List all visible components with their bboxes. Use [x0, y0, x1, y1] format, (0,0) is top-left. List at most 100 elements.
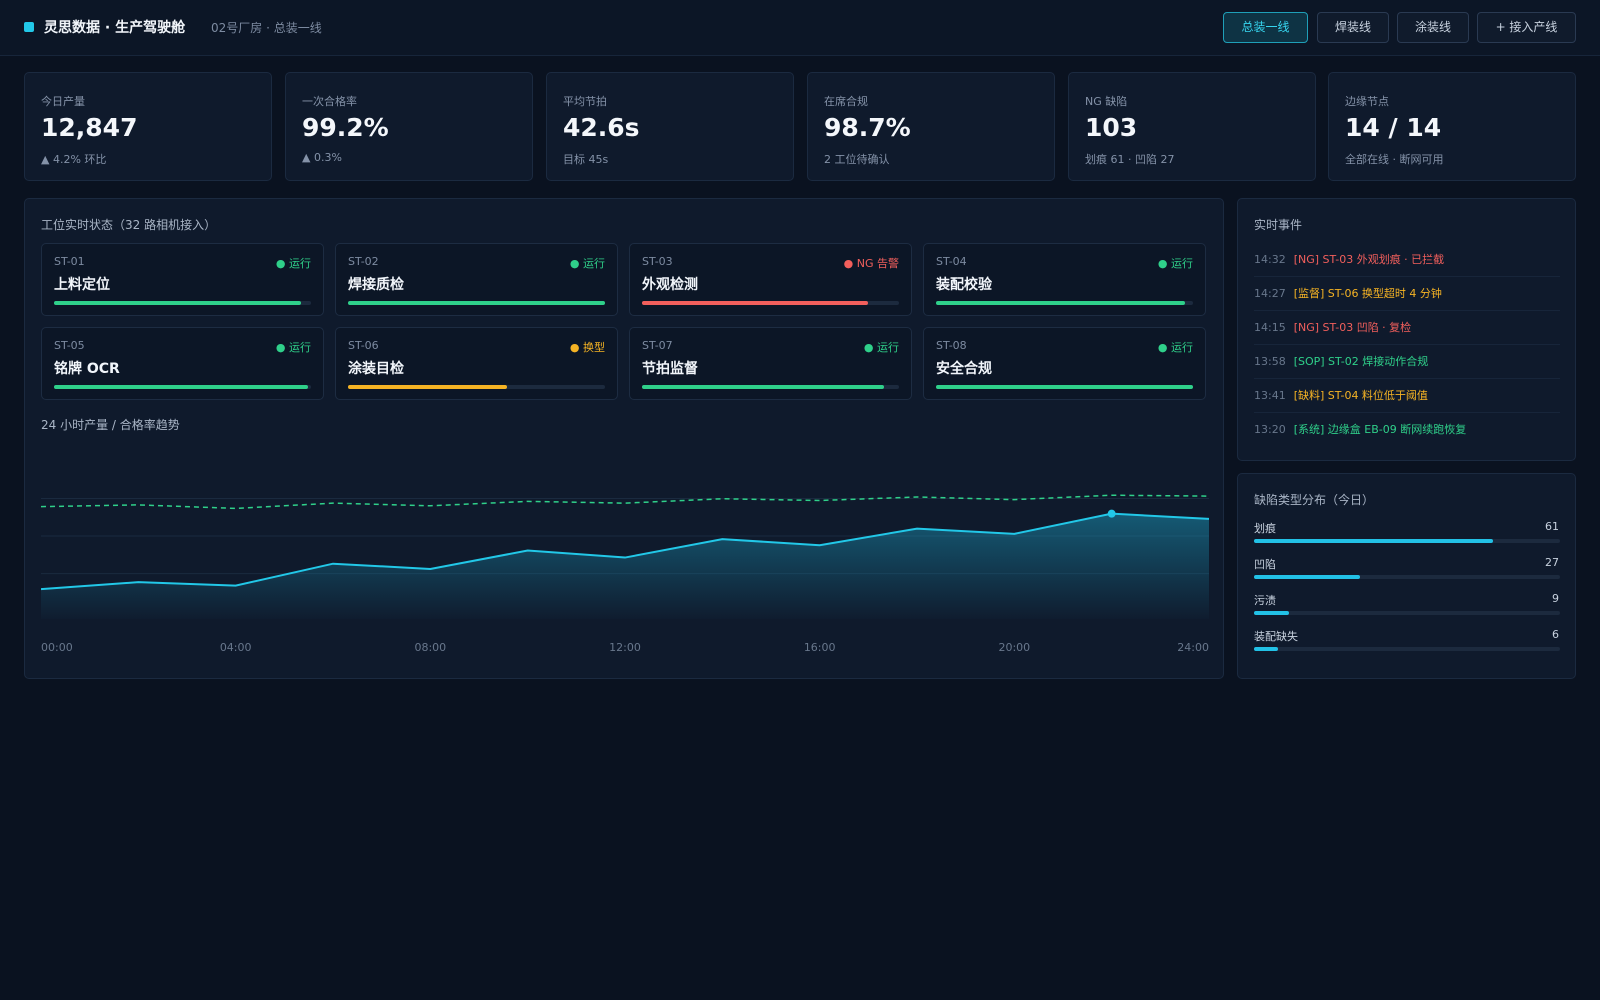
- station-status: ● 运行: [1157, 341, 1193, 354]
- station-id: ST-06: [348, 339, 379, 352]
- kpi-value: 98.7%: [824, 113, 911, 142]
- kpi-note: ▲ 0.3%: [302, 151, 342, 164]
- kpi-label: NG 缺陷: [1085, 95, 1128, 108]
- trend-chart: 00:00 04:00 08:00 12:00 16:00 20:00 24:00: [41, 494, 1209, 654]
- station-progress-fill: [936, 385, 1193, 389]
- event-row[interactable]: 13:20 [系统] 边缘盒 EB-09 断网续跑恢复: [1254, 413, 1560, 447]
- kpi-value: 99.2%: [302, 113, 389, 142]
- station-progress-track: [54, 301, 311, 305]
- station-progress-track: [54, 385, 311, 389]
- station-progress-fill: [54, 385, 309, 389]
- station-progress-fill: [54, 301, 301, 305]
- kpi-note: 全部在线 · 断网可用: [1345, 153, 1444, 166]
- defect-label: 凹陷: [1254, 558, 1276, 571]
- x-tick-label: 12:00: [609, 641, 641, 654]
- station-id: ST-01: [54, 255, 85, 268]
- kpi-card-first-pass-yield: 一次合格率 99.2% ▲ 0.3%: [285, 72, 533, 181]
- x-tick-label: 04:00: [220, 641, 252, 654]
- station-progress-fill: [348, 385, 508, 389]
- panel-title: 缺陷类型分布（今日）: [1254, 493, 1375, 507]
- defect-bar-track: [1254, 611, 1560, 615]
- station-progress-fill: [936, 301, 1186, 305]
- kpi-value: 14 / 14: [1345, 113, 1442, 142]
- kpi-card-cycle-time: 平均节拍 42.6s 目标 45s: [546, 72, 794, 181]
- kpi-card-output: 今日产量 12,847 ▲ 4.2% 环比: [24, 72, 272, 181]
- station-id: ST-04: [936, 255, 967, 268]
- station-name: 上料定位: [54, 277, 110, 293]
- station-name: 焊接质检: [348, 277, 404, 293]
- breadcrumb: 02号厂房 · 总装一线: [211, 21, 322, 35]
- station-name: 铭牌 OCR: [54, 361, 120, 377]
- kpi-note: 划痕 61 · 凹陷 27: [1085, 153, 1175, 166]
- defect-count: 9: [1552, 592, 1559, 605]
- station-status: ● 运行: [275, 257, 311, 270]
- station-name: 外观检测: [642, 277, 698, 293]
- station-card-st-05[interactable]: ST-05 ● 运行 铭牌 OCR: [41, 327, 324, 400]
- defect-bar-track: [1254, 647, 1560, 651]
- station-card-st-04[interactable]: ST-04 ● 运行 装配校验: [923, 243, 1206, 316]
- live-events-panel: 实时事件 14:32 [NG] ST-03 外观划痕 · 已拦截 14:27 [监督]…: [1237, 198, 1576, 461]
- event-time: 13:20: [1254, 423, 1286, 436]
- event-time: 14:27: [1254, 287, 1286, 300]
- station-id: ST-03: [642, 255, 673, 268]
- defect-count: 27: [1545, 556, 1559, 569]
- event-row[interactable]: 13:58 [SOP] ST-02 焊接动作合规: [1254, 345, 1560, 379]
- line-tab-painting[interactable]: 涂装线: [1397, 12, 1469, 43]
- station-card-st-03[interactable]: ST-03 ● NG 告警 外观检测: [629, 243, 912, 316]
- panel-title: 工位实时状态（32 路相机接入）: [41, 218, 217, 232]
- kpi-label: 边缘节点: [1345, 95, 1389, 108]
- line-tab-assembly-1[interactable]: 总装一线: [1223, 12, 1308, 43]
- station-progress-track: [348, 385, 605, 389]
- defect-label: 装配缺失: [1254, 630, 1298, 643]
- station-progress-track: [936, 301, 1193, 305]
- event-time: 14:32: [1254, 253, 1286, 266]
- line-tab-welding[interactable]: 焊装线: [1317, 12, 1389, 43]
- kpi-card-edge-nodes: 边缘节点 14 / 14 全部在线 · 断网可用: [1328, 72, 1576, 181]
- station-card-st-07[interactable]: ST-07 ● 运行 节拍监督: [629, 327, 912, 400]
- defect-bar-track: [1254, 539, 1560, 543]
- station-status: ● 换型: [569, 341, 605, 354]
- add-line-button[interactable]: + 接入产线: [1477, 12, 1576, 43]
- app-title: 灵思数据 · 生产驾驶舱: [44, 20, 186, 36]
- event-message: [NG] ST-03 外观划痕 · 已拦截: [1293, 253, 1445, 266]
- station-name: 涂装目检: [348, 361, 404, 377]
- event-row[interactable]: 14:27 [监督] ST-06 换型超时 4 分钟: [1254, 277, 1560, 311]
- defect-distribution-panel: 缺陷类型分布（今日） 划痕 61 凹陷 27 污渍 9 装配缺失 6: [1237, 473, 1576, 679]
- station-status: ● 运行: [1157, 257, 1193, 270]
- station-progress-track: [936, 385, 1193, 389]
- station-name: 安全合规: [936, 361, 992, 377]
- event-row[interactable]: 14:15 [NG] ST-03 凹陷 · 复检: [1254, 311, 1560, 345]
- x-tick-label: 24:00: [1177, 641, 1209, 654]
- event-message: [NG] ST-03 凹陷 · 复检: [1293, 321, 1412, 334]
- yield-series-line: [41, 494, 1209, 510]
- defect-label: 污渍: [1254, 594, 1276, 607]
- station-card-st-01[interactable]: ST-01 ● 运行 上料定位: [41, 243, 324, 316]
- station-card-st-08[interactable]: ST-08 ● 运行 安全合规: [923, 327, 1206, 400]
- panel-title: 实时事件: [1254, 218, 1303, 232]
- station-id: ST-07: [642, 339, 673, 352]
- event-row[interactable]: 13:41 [缺料] ST-04 料位低于阈值: [1254, 379, 1560, 413]
- output-area: [41, 513, 1209, 619]
- kpi-value: 12,847: [41, 113, 138, 142]
- station-progress-track: [642, 385, 899, 389]
- event-row[interactable]: 14:32 [NG] ST-03 外观划痕 · 已拦截: [1254, 243, 1560, 277]
- x-tick-label: 08:00: [414, 641, 446, 654]
- event-message: [系统] 边缘盒 EB-09 断网续跑恢复: [1293, 423, 1467, 436]
- defect-count: 6: [1552, 628, 1559, 641]
- defect-bar-track: [1254, 575, 1560, 579]
- kpi-card-attendance-compliance: 在席合规 98.7% 2 工位待确认: [807, 72, 1055, 181]
- x-tick-label: 20:00: [998, 641, 1030, 654]
- kpi-note: 目标 45s: [563, 153, 609, 166]
- brand-logo-icon: [24, 22, 34, 32]
- defect-bar-fill: [1254, 647, 1278, 651]
- defect-bar-fill: [1254, 539, 1494, 543]
- kpi-value: 103: [1085, 113, 1138, 142]
- top-bar: 灵思数据 · 生产驾驶舱 02号厂房 · 总装一线 总装一线 焊装线 涂装线 +…: [0, 0, 1600, 56]
- kpi-card-ng-defects: NG 缺陷 103 划痕 61 · 凹陷 27: [1068, 72, 1316, 181]
- station-card-st-02[interactable]: ST-02 ● 运行 焊接质检: [335, 243, 618, 316]
- kpi-note: 2 工位待确认: [824, 153, 890, 166]
- station-card-st-06[interactable]: ST-06 ● 换型 涂装目检: [335, 327, 618, 400]
- station-progress-track: [642, 301, 899, 305]
- kpi-label: 今日产量: [41, 95, 85, 108]
- output-highlight-point: [1107, 509, 1116, 518]
